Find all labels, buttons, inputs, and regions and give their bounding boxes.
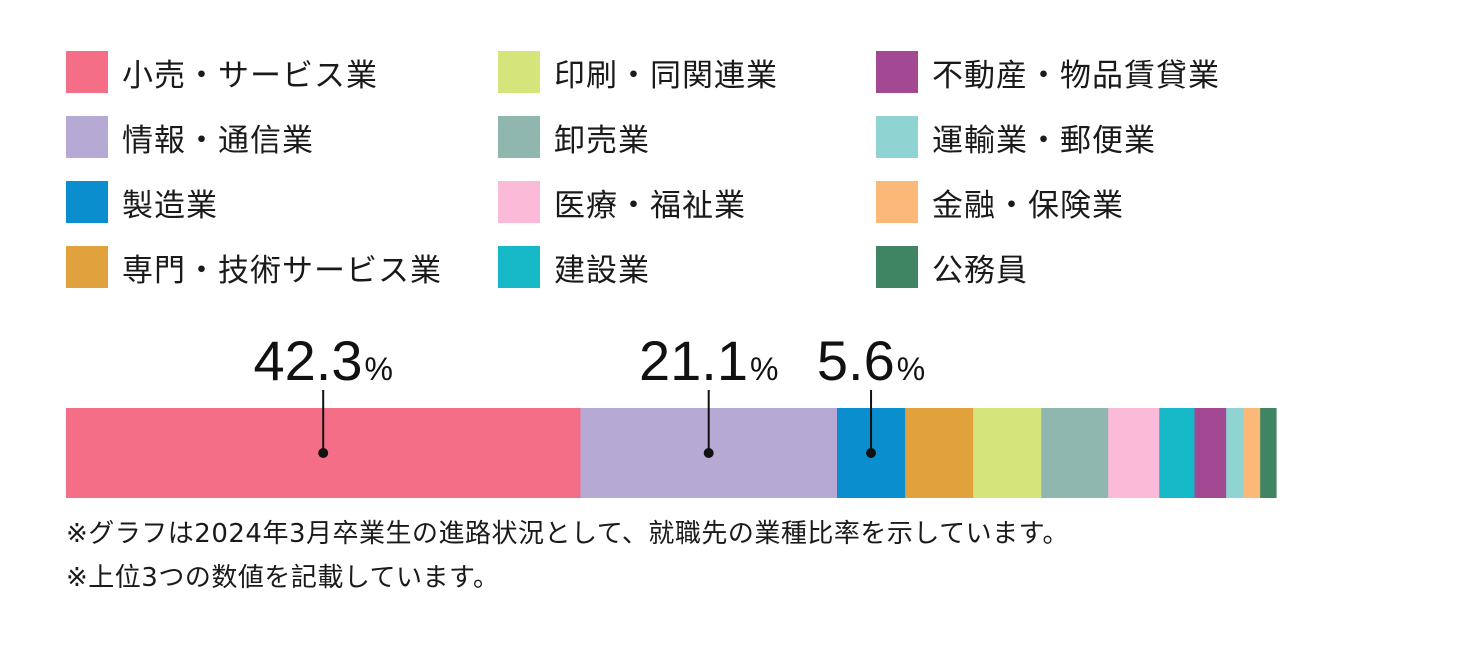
bar-segment (1243, 408, 1261, 498)
legend-swatch (66, 51, 108, 93)
footnote-2: ※上位3つの数値を記載しています。 (66, 563, 500, 593)
legend-label: 運輸業・郵便業 (932, 122, 1156, 159)
legend-item: 医療・福祉業 (498, 180, 746, 224)
legend-item: 情報・通信業 (66, 115, 314, 159)
bar-segment (905, 408, 974, 498)
legend-label: 不動産・物品賃貸業 (932, 57, 1220, 94)
bar-segment (1194, 408, 1227, 498)
legend-label: 金融・保険業 (932, 187, 1124, 224)
data-label-value: 21.1 (639, 329, 748, 392)
bar-segment (1159, 408, 1196, 498)
legend-item: 製造業 (66, 180, 218, 224)
legend-item: 不動産・物品賃貸業 (876, 50, 1220, 94)
label-anchor-dot (866, 448, 877, 458)
legend-swatch (66, 181, 108, 223)
data-label: 21.1% (639, 329, 778, 392)
data-label-value: 5.6 (817, 329, 895, 392)
data-label-value: 42.3 (253, 329, 362, 392)
footnote-1: ※グラフは2024年3月卒業生の進路状況として、就職先の業種比率を示しています。 (66, 519, 1070, 549)
legend-swatch (876, 181, 918, 223)
legend-label: 医療・福祉業 (554, 187, 746, 224)
legend-item: 小売・サービス業 (66, 50, 378, 94)
data-label-unit: % (750, 351, 778, 387)
label-anchor-dot (703, 448, 714, 458)
legend-label: 建設業 (554, 252, 650, 289)
legend-swatch (498, 116, 540, 158)
legend-label: 印刷・同関連業 (554, 57, 778, 94)
data-label-unit: % (364, 351, 392, 387)
legend-label: 専門・技術サービス業 (122, 252, 442, 289)
legend-label: 小売・サービス業 (122, 57, 378, 94)
legend-item: 卸売業 (498, 115, 650, 159)
bar-segment (973, 408, 1042, 498)
legend-swatch (498, 51, 540, 93)
legend-label: 公務員 (932, 252, 1028, 289)
legend-swatch (876, 116, 918, 158)
chart-legend: 小売・サービス業 情報・通信業 製造業専門・技術サービス業 印刷・同関連業 卸売業医療・… (66, 50, 1266, 300)
legend-swatch (876, 246, 918, 288)
footnotes: ※グラフは2024年3月卒業生の進路状況として、就職先の業種比率を示しています。… (66, 512, 1069, 600)
bar-segment (1226, 408, 1244, 498)
legend-swatch (66, 246, 108, 288)
stacked-bar-chart: 42.3% 21.1% 5.6% (66, 329, 1277, 498)
legend-item: 金融・保険業 (876, 180, 1124, 224)
legend-item: 公務員 (876, 245, 1028, 289)
legend-item: 運輸業・郵便業 (876, 115, 1156, 159)
legend-item: 建設業 (498, 245, 650, 289)
bar-segment (1108, 408, 1160, 498)
bar-segment (1260, 408, 1277, 498)
data-label: 42.3% (253, 329, 392, 392)
legend-label: 製造業 (122, 187, 218, 224)
data-label-unit: % (897, 351, 925, 387)
legend-swatch (66, 116, 108, 158)
legend-swatch (498, 181, 540, 223)
legend-swatch (876, 51, 918, 93)
legend-swatch (498, 246, 540, 288)
label-anchor-dot (318, 448, 329, 458)
data-label: 5.6% (817, 329, 925, 392)
legend-label: 情報・通信業 (122, 122, 314, 159)
legend-label: 卸売業 (554, 122, 650, 159)
bar-segment (1041, 408, 1109, 498)
legend-item: 専門・技術サービス業 (66, 245, 442, 289)
legend-item: 印刷・同関連業 (498, 50, 778, 94)
